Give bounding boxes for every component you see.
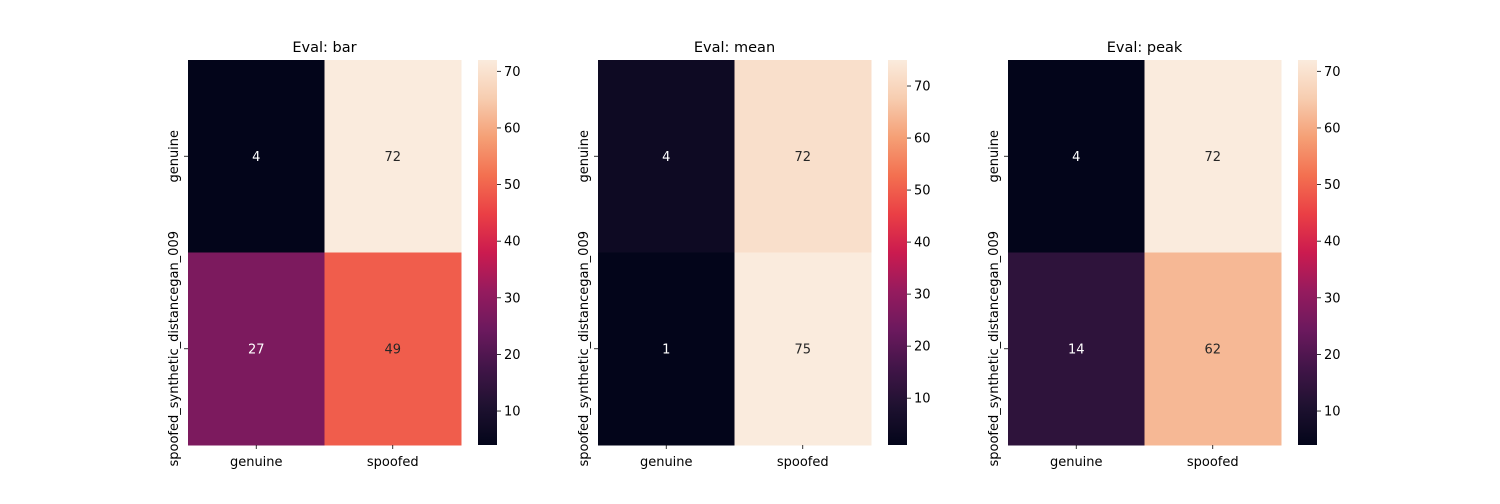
colorbar-tick-label: 50 <box>914 184 931 199</box>
y-tick-label: genuine <box>577 130 592 183</box>
chart-title: Eval: peak <box>1107 40 1183 56</box>
colorbar-tick-label: 30 <box>504 291 521 306</box>
cell-value-label: 1 <box>662 342 670 357</box>
colorbar-tick-label: 70 <box>1324 65 1341 80</box>
heatmap-cell <box>734 252 872 446</box>
colorbar-tick-label: 10 <box>1324 405 1341 420</box>
heatmap-cell <box>1144 60 1282 253</box>
colorbar-tick-label: 20 <box>1324 348 1341 363</box>
cell-value-label: 4 <box>252 150 260 165</box>
colorbar-tick-label: 10 <box>914 392 931 407</box>
cell-value-label: 72 <box>794 150 811 165</box>
y-tick-label: genuine <box>167 130 182 183</box>
x-tick-label: spoofed <box>1187 455 1239 470</box>
heatmap-cell <box>1008 252 1145 446</box>
colorbar-tick-label: 40 <box>914 236 931 251</box>
cell-value-label: 72 <box>384 150 401 165</box>
x-tick-label: spoofed <box>367 455 419 470</box>
y-tick-label: spoofed_synthetic_distancegan_009 <box>987 231 1002 467</box>
colorbar-tick-label: 50 <box>504 178 521 193</box>
colorbar-tick-label: 20 <box>504 348 521 363</box>
colorbar <box>888 60 907 445</box>
x-tick-label: genuine <box>640 455 693 470</box>
cell-value-label: 27 <box>248 342 265 357</box>
heatmap-panel: Eval: peak 4 72 14 62 genuine spoofed genuine sp… <box>987 40 1341 470</box>
heatmap-cell <box>188 252 325 446</box>
colorbar-tick-label: 40 <box>1324 235 1341 250</box>
cell-value-label: 75 <box>794 342 811 357</box>
heatmap-cell <box>1144 252 1282 446</box>
y-tick-label: genuine <box>987 130 1002 183</box>
y-tick-label: spoofed_synthetic_distancegan_009 <box>577 231 592 467</box>
colorbar-tick-label: 70 <box>504 65 521 80</box>
heatmap-cell <box>188 60 325 253</box>
x-tick-label: genuine <box>1050 455 1103 470</box>
cell-value-label: 72 <box>1204 150 1221 165</box>
x-tick-label: spoofed <box>777 455 829 470</box>
chart-title: Eval: mean <box>694 40 775 56</box>
cell-value-label: 49 <box>384 342 401 357</box>
heatmap-cell <box>598 60 735 253</box>
chart-title: Eval: bar <box>292 40 356 56</box>
y-tick-label: spoofed_synthetic_distancegan_009 <box>167 231 182 467</box>
cell-value-label: 4 <box>662 150 670 165</box>
colorbar-tick-label: 20 <box>914 340 931 355</box>
x-tick-label: genuine <box>230 455 283 470</box>
colorbar-tick-label: 60 <box>1324 121 1341 136</box>
colorbar-tick-label: 30 <box>914 288 931 303</box>
cell-value-label: 62 <box>1204 342 1221 357</box>
colorbar <box>478 60 497 445</box>
colorbar-tick-label: 60 <box>504 121 521 136</box>
heatmap-panel: Eval: mean 4 72 1 75 genuine spoofed genuine spo… <box>577 40 931 470</box>
colorbar-tick-label: 60 <box>914 132 931 147</box>
heatmap-cell <box>324 252 462 446</box>
heatmap-cell <box>598 252 735 446</box>
colorbar-tick-label: 70 <box>914 80 931 95</box>
heatmap-cell <box>1008 60 1145 253</box>
heatmap-cell <box>734 60 872 253</box>
colorbar-tick-label: 10 <box>504 405 521 420</box>
colorbar-tick-label: 50 <box>1324 178 1341 193</box>
heatmap-cell <box>324 60 462 253</box>
cell-value-label: 4 <box>1072 150 1080 165</box>
colorbar-tick-label: 30 <box>1324 291 1341 306</box>
colorbar-tick-label: 40 <box>504 235 521 250</box>
colorbar <box>1298 60 1317 445</box>
heatmap-panel: Eval: bar 4 72 27 49 genuine spoofed genuine spo… <box>167 40 521 470</box>
cell-value-label: 14 <box>1068 342 1085 357</box>
